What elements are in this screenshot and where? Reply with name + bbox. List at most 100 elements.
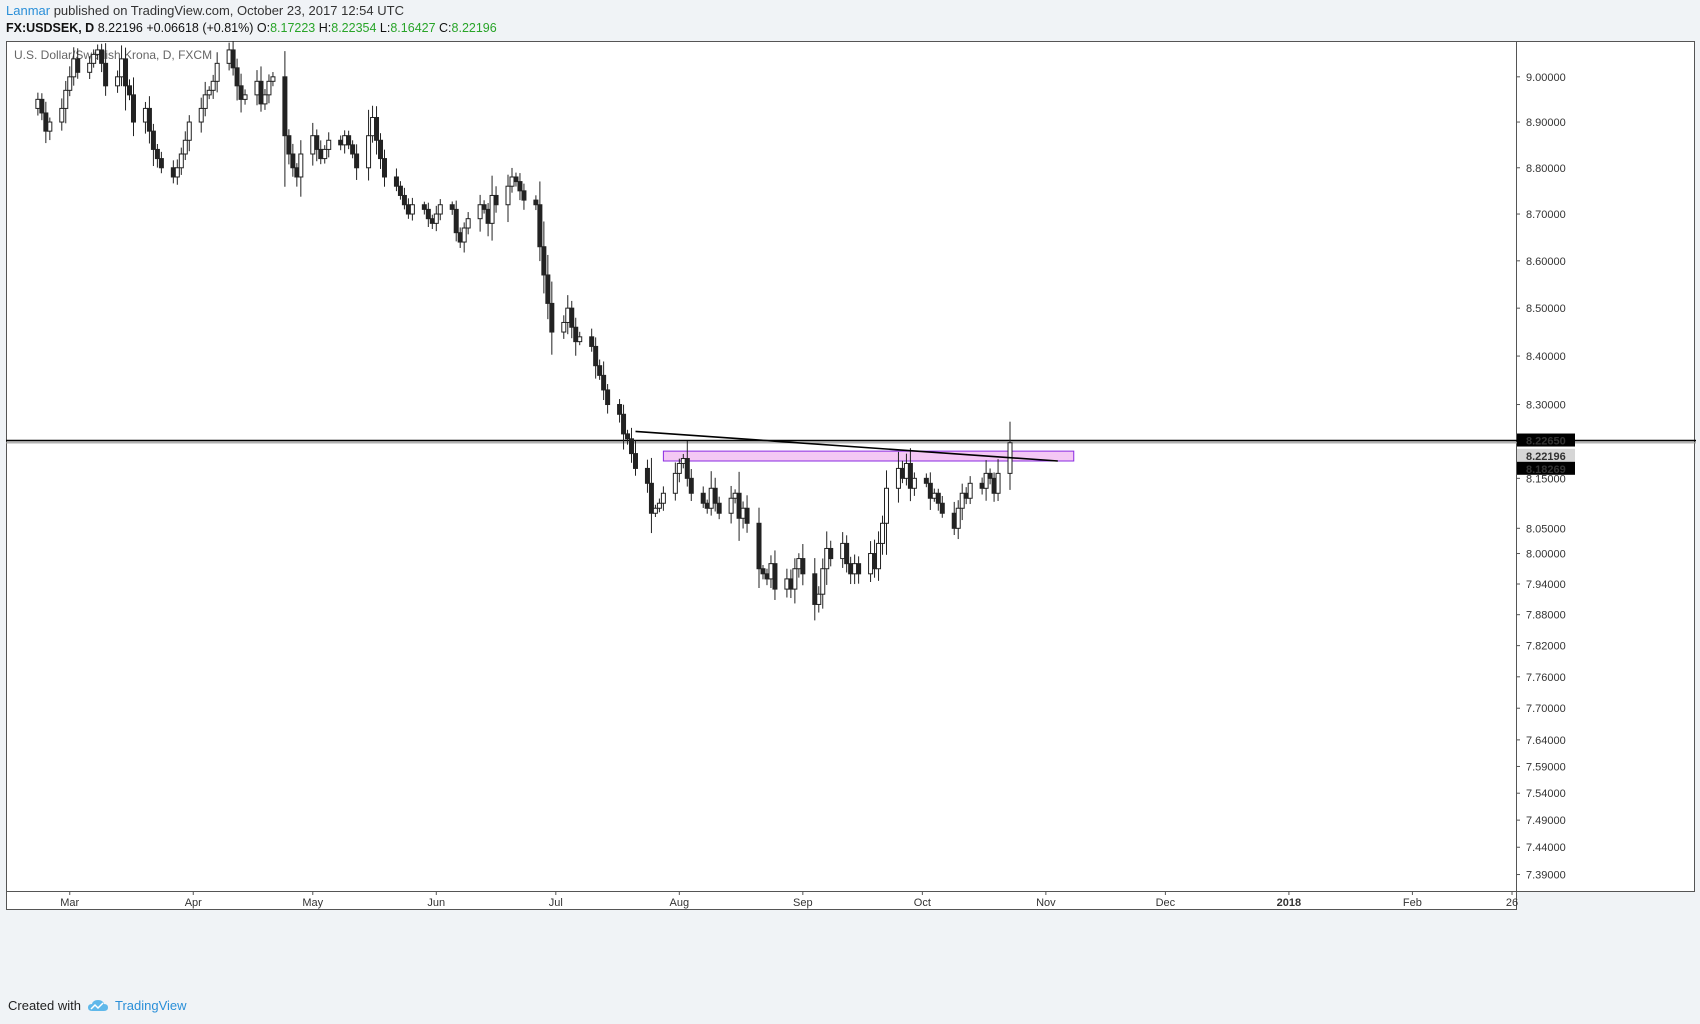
candle-body bbox=[338, 139, 344, 146]
candle-body bbox=[182, 139, 188, 155]
candle-body bbox=[903, 462, 909, 479]
last-price: 8.22196 bbox=[97, 21, 143, 35]
candle-body bbox=[632, 453, 638, 469]
candle-body bbox=[314, 135, 320, 150]
candle-body bbox=[931, 492, 937, 499]
candle-body bbox=[740, 507, 746, 519]
candle-body bbox=[130, 94, 136, 123]
plot-area bbox=[6, 41, 1517, 892]
candle-body bbox=[684, 458, 690, 479]
candle-body bbox=[593, 345, 599, 367]
x-tick-label-12: 26 bbox=[1506, 897, 1518, 909]
candle-body bbox=[708, 487, 714, 509]
candle-body bbox=[397, 185, 403, 196]
open-value: 8.17223 bbox=[270, 21, 316, 35]
candle-body bbox=[425, 208, 431, 220]
candle-body bbox=[493, 194, 499, 206]
candle-body bbox=[561, 321, 567, 333]
candle-body bbox=[150, 130, 156, 150]
candle-body bbox=[601, 374, 607, 391]
candle-body bbox=[792, 568, 798, 590]
candle-body bbox=[784, 578, 790, 590]
y-tick-label-5: 8.50000 bbox=[1526, 303, 1566, 315]
candle-body bbox=[75, 58, 81, 73]
author-link[interactable]: Lanmar bbox=[6, 3, 51, 18]
candle-body bbox=[286, 135, 292, 155]
candle-body bbox=[294, 167, 300, 178]
candle-body bbox=[652, 507, 658, 514]
candle-body bbox=[788, 578, 794, 590]
candle-body bbox=[59, 107, 65, 123]
y-tick-label-16: 7.64000 bbox=[1526, 735, 1566, 747]
candle-body bbox=[856, 563, 862, 575]
chart-title: U.S. Dollar/Swedish Krona, D, FXCM bbox=[14, 48, 212, 62]
y-tick-label-21: 7.39000 bbox=[1526, 870, 1566, 882]
candle-body bbox=[342, 135, 348, 146]
candle-body bbox=[421, 204, 427, 210]
resistance-zone bbox=[662, 450, 1075, 462]
candle-body bbox=[127, 85, 133, 96]
x-tick-label-0: Mar bbox=[60, 897, 79, 909]
tradingview-link[interactable]: TradingView bbox=[114, 998, 187, 1013]
candle-body bbox=[541, 246, 547, 276]
candle-body bbox=[876, 542, 882, 570]
x-tick-label-11: Feb bbox=[1403, 897, 1422, 909]
candle-body bbox=[939, 502, 945, 514]
price-label-2: 8.18269 bbox=[1526, 464, 1566, 476]
candle-body bbox=[322, 148, 328, 160]
candle-body bbox=[461, 227, 467, 243]
y-tick-label-11: 7.94000 bbox=[1526, 579, 1566, 591]
candle-body bbox=[816, 593, 822, 605]
candle-body bbox=[840, 542, 846, 560]
price-label-bg-2 bbox=[1517, 461, 1575, 475]
candle-body bbox=[234, 67, 240, 87]
candle-body bbox=[899, 467, 905, 479]
y-tick-label-0: 9.00000 bbox=[1526, 72, 1566, 84]
candle-body bbox=[995, 472, 1001, 494]
candle-body bbox=[378, 139, 384, 160]
candle-body bbox=[481, 204, 487, 210]
candle-body bbox=[911, 477, 917, 489]
x-tick-label-3: Jun bbox=[427, 897, 445, 909]
candle-body bbox=[533, 199, 539, 206]
candle-body bbox=[517, 181, 523, 192]
candle-body bbox=[429, 218, 435, 224]
candle-body bbox=[354, 153, 360, 169]
x-tick-label-8: Nov bbox=[1036, 897, 1056, 909]
candle-body bbox=[99, 49, 105, 64]
candle-body bbox=[457, 232, 463, 243]
candle-body bbox=[764, 573, 770, 580]
candle-body bbox=[214, 62, 220, 82]
candle-body bbox=[154, 148, 160, 160]
close-value: 8.22196 bbox=[451, 21, 497, 35]
chart-panel[interactable]: U.S. Dollar/Swedish Krona, D, FXCM 9.0000… bbox=[6, 41, 1696, 987]
published-text: published on TradingView.com, October 23… bbox=[53, 3, 404, 18]
candle-body bbox=[848, 563, 854, 575]
candle-body bbox=[242, 94, 248, 100]
candle-body bbox=[401, 194, 407, 206]
x-tick-label-9: Dec bbox=[1156, 897, 1176, 909]
candle-body bbox=[951, 512, 957, 529]
candle-body bbox=[146, 107, 152, 132]
y-tick-label-18: 7.54000 bbox=[1526, 788, 1566, 800]
candle-body bbox=[796, 558, 802, 570]
x-tick-label-10: 2018 bbox=[1277, 897, 1301, 909]
symbol-label[interactable]: FX:USDSEK, D bbox=[6, 21, 95, 35]
candle-body bbox=[91, 53, 97, 64]
candle-body bbox=[71, 58, 77, 78]
candle-body bbox=[660, 492, 666, 504]
y-tick-label-10: 8.00000 bbox=[1526, 549, 1566, 561]
y-tick-label-12: 7.88000 bbox=[1526, 610, 1566, 622]
symbol-info-bar: FX:USDSEK, D 8.22196 +0.06618 (+0.81%) O… bbox=[6, 21, 497, 35]
y-tick-label-19: 7.49000 bbox=[1526, 815, 1566, 827]
candle-body bbox=[800, 558, 806, 575]
candle-body bbox=[174, 167, 180, 178]
x-tick-label-4: Jul bbox=[549, 897, 563, 909]
candle-body bbox=[884, 487, 890, 524]
price-label-bg-0 bbox=[1517, 433, 1575, 447]
x-tick-label-1: Apr bbox=[185, 897, 202, 909]
footer: Created with TradingView bbox=[8, 998, 187, 1013]
price-chart[interactable]: U.S. Dollar/Swedish Krona, D, FXCM 9.0000… bbox=[6, 41, 1696, 987]
candle-body bbox=[346, 135, 352, 146]
candle-body bbox=[437, 204, 443, 215]
